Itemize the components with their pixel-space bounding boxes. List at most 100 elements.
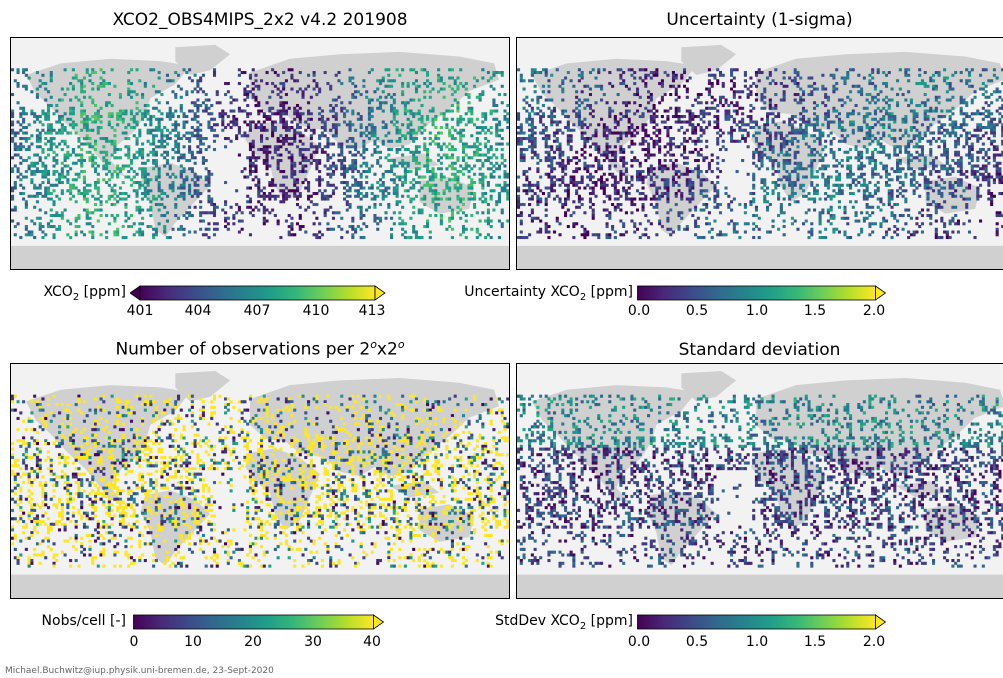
data-cell	[586, 84, 590, 88]
data-cell	[417, 84, 421, 88]
data-cell	[890, 115, 894, 119]
data-cell	[343, 115, 347, 119]
data-cell	[414, 167, 418, 171]
data-cell	[331, 109, 335, 113]
data-cell	[55, 131, 59, 135]
data-cell	[915, 112, 919, 116]
data-cell	[212, 205, 217, 209]
data-cell	[627, 68, 631, 72]
data-cell	[370, 68, 374, 72]
data-cell	[619, 134, 623, 138]
data-cell	[984, 95, 988, 99]
data-cell	[268, 150, 272, 154]
data-cell	[210, 117, 214, 121]
data-cell	[381, 120, 385, 124]
data-cell	[307, 205, 311, 209]
data-cell	[583, 123, 587, 127]
data-cell	[74, 219, 78, 223]
data-cell	[801, 117, 806, 121]
data-cell	[105, 167, 109, 171]
data-cell	[69, 192, 73, 196]
data-cell	[74, 200, 78, 204]
data-cell	[80, 164, 84, 168]
data-cell	[132, 156, 136, 160]
data-cell	[489, 225, 493, 229]
data-cell	[24, 170, 28, 174]
data-cell	[583, 150, 587, 154]
data-cell	[547, 90, 551, 94]
data-cell	[359, 164, 363, 168]
data-cell	[359, 153, 363, 157]
data-cell	[782, 139, 786, 143]
data-cell	[110, 142, 114, 146]
data-cell	[583, 137, 587, 141]
data-cell	[262, 128, 266, 132]
data-cell	[934, 106, 938, 110]
data-cell	[497, 183, 501, 187]
data-cell	[196, 189, 200, 193]
data-cell	[33, 112, 37, 116]
data-cell	[33, 153, 37, 157]
data-cell	[461, 211, 466, 215]
data-cell	[412, 178, 416, 182]
data-cell	[395, 68, 399, 72]
data-cell	[608, 164, 612, 168]
data-cell	[495, 142, 499, 146]
data-cell	[926, 128, 930, 132]
data-cell	[381, 79, 385, 83]
data-cell	[82, 95, 86, 99]
data-cell	[52, 142, 56, 146]
data-cell	[486, 71, 490, 75]
data-cell	[55, 170, 59, 174]
data-cell	[91, 115, 95, 119]
data-cell	[365, 170, 369, 174]
data-cell	[409, 123, 413, 127]
data-cell	[127, 82, 131, 86]
data-cell	[49, 142, 53, 146]
data-cell	[481, 200, 485, 204]
data-cell	[666, 109, 670, 113]
data-cell	[387, 73, 391, 77]
data-cell	[329, 164, 333, 168]
data-cell	[544, 71, 548, 75]
data-cell	[406, 117, 410, 121]
data-cell	[547, 134, 551, 138]
data-cell	[323, 145, 327, 149]
data-cell	[298, 120, 302, 124]
data-cell	[500, 142, 504, 146]
data-cell	[392, 117, 396, 121]
data-cell	[135, 192, 139, 196]
data-cell	[340, 161, 344, 165]
data-cell	[887, 117, 891, 121]
data-cell	[658, 148, 662, 152]
data-cell	[179, 109, 183, 113]
data-cell	[849, 120, 853, 124]
data-cell	[923, 134, 927, 138]
data-cell	[591, 115, 595, 119]
data-cell	[608, 159, 612, 163]
data-cell	[334, 128, 338, 132]
data-cell	[456, 87, 460, 91]
data-cell	[348, 225, 352, 229]
data-cell	[135, 205, 139, 209]
data-cell	[990, 128, 994, 132]
data-cell	[265, 115, 269, 119]
data-cell	[340, 236, 344, 240]
data-cell	[448, 205, 452, 209]
data-cell	[298, 126, 302, 130]
data-cell	[478, 167, 482, 171]
data-cell	[212, 222, 217, 226]
data-cell	[671, 115, 675, 119]
data-cell	[779, 134, 783, 138]
data-cell	[362, 84, 366, 88]
data-cell	[951, 123, 955, 127]
data-cell	[871, 95, 875, 99]
data-cell	[85, 128, 89, 132]
data-cell	[530, 134, 534, 138]
data-cell	[201, 142, 205, 146]
data-cell	[80, 115, 84, 119]
data-cell	[63, 126, 67, 130]
data-cell	[586, 167, 590, 171]
data-cell	[564, 164, 568, 168]
data-cell	[967, 145, 972, 149]
